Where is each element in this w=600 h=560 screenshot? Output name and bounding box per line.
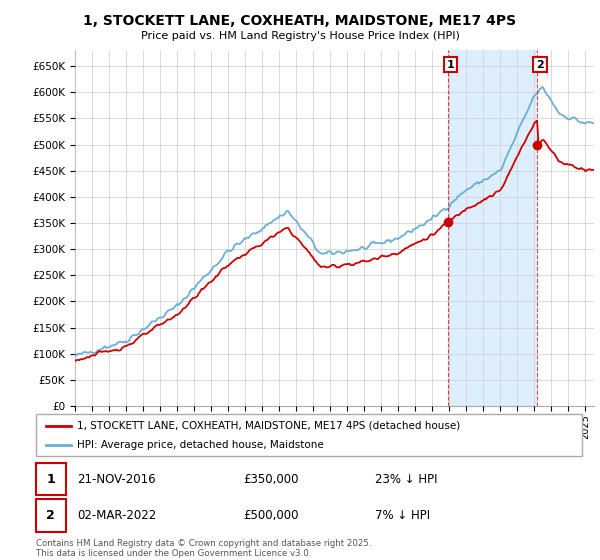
Text: 2: 2 (536, 59, 544, 69)
Text: 23% ↓ HPI: 23% ↓ HPI (374, 473, 437, 486)
Bar (448, 50, 538, 406)
Text: £500,000: £500,000 (244, 509, 299, 522)
Text: 7% ↓ HPI: 7% ↓ HPI (374, 509, 430, 522)
Text: Contains HM Land Registry data © Crown copyright and database right 2025.
This d: Contains HM Land Registry data © Crown c… (36, 539, 371, 558)
Text: 1, STOCKETT LANE, COXHEATH, MAIDSTONE, ME17 4PS: 1, STOCKETT LANE, COXHEATH, MAIDSTONE, M… (83, 14, 517, 28)
Text: 21-NOV-2016: 21-NOV-2016 (77, 473, 155, 486)
Text: 1, STOCKETT LANE, COXHEATH, MAIDSTONE, ME17 4PS (detached house): 1, STOCKETT LANE, COXHEATH, MAIDSTONE, M… (77, 421, 460, 431)
Bar (36, 463, 66, 496)
Text: HPI: Average price, detached house, Maidstone: HPI: Average price, detached house, Maid… (77, 440, 324, 450)
Text: 1: 1 (46, 473, 55, 486)
Text: 1: 1 (446, 59, 454, 69)
Text: 2: 2 (46, 509, 55, 522)
Bar (36, 500, 66, 532)
Text: £350,000: £350,000 (244, 473, 299, 486)
Text: 02-MAR-2022: 02-MAR-2022 (77, 509, 156, 522)
Text: Price paid vs. HM Land Registry's House Price Index (HPI): Price paid vs. HM Land Registry's House … (140, 31, 460, 41)
